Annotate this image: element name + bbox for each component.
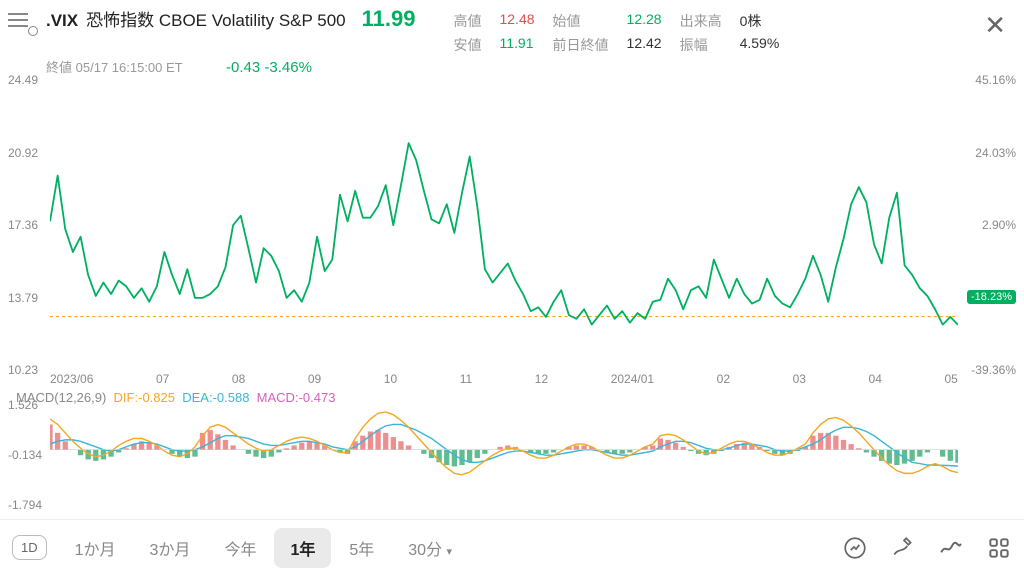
x-tick: 02 [717, 372, 730, 386]
x-tick: 09 [308, 372, 321, 386]
change-abs: -0.43 [226, 59, 260, 76]
footer-toolbar: 1D 1か月3か月今年1年5年30分 ▾ [0, 519, 1024, 575]
macd-value: -0.473 [299, 390, 336, 405]
open-label: 始値 [553, 11, 609, 31]
change-pct: -3.46% [264, 59, 312, 76]
ticker-symbol: .VIX [46, 11, 78, 31]
y-left-tick: 24.49 [8, 73, 38, 87]
x-tick: 10 [384, 372, 397, 386]
y-right-tick: -18.23% [967, 290, 1016, 304]
low-label: 安値 [453, 35, 481, 55]
open-value: 12.28 [627, 11, 662, 31]
range-button-今年[interactable]: 今年 [208, 528, 272, 568]
x-tick: 2024/01 [611, 372, 654, 386]
x-tick: 04 [869, 372, 882, 386]
y-left-tick: 17.36 [8, 218, 38, 232]
macd-y-tick: -1.794 [8, 498, 42, 512]
timestamp-label: 終値 [46, 60, 72, 75]
x-tick: 12 [535, 372, 548, 386]
dea-value: -0.588 [213, 390, 250, 405]
price-chart[interactable]: 24.4920.9217.3613.7910.23 45.16%24.03%2.… [8, 80, 1016, 370]
x-tick: 11 [460, 372, 472, 386]
volume-label: 出来高 [680, 11, 722, 31]
grid-icon[interactable] [986, 535, 1012, 561]
high-value: 12.48 [499, 11, 534, 31]
prevclose-value: 12.42 [627, 35, 662, 55]
close-button[interactable]: ✕ [974, 6, 1016, 45]
x-tick: 08 [232, 372, 245, 386]
y-right-tick: 45.16% [975, 73, 1016, 87]
x-tick: 05 [944, 372, 957, 386]
prevclose-label: 前日終値 [553, 35, 609, 55]
last-price: 11.99 [362, 6, 416, 32]
range-button-30分[interactable]: 30分 ▾ [392, 528, 468, 568]
range-button-3か月[interactable]: 3か月 [134, 528, 207, 568]
chart-style-icon[interactable] [938, 535, 964, 561]
y-right-tick: 2.90% [982, 218, 1016, 232]
interval-1d-button[interactable]: 1D [12, 535, 47, 560]
macd-y-tick: -0.134 [8, 448, 42, 462]
y-right-tick: 24.03% [975, 146, 1016, 160]
y-left-tick: 10.23 [8, 363, 38, 377]
indicator-icon[interactable] [842, 535, 868, 561]
macd-header: MACD(12,26,9) DIF:-0.825 DEA:-0.588 MACD… [0, 386, 1024, 405]
range-button-1か月[interactable]: 1か月 [59, 528, 132, 568]
y-left-tick: 13.79 [8, 291, 38, 305]
range-button-5年[interactable]: 5年 [333, 528, 390, 568]
ticker-name: 恐怖指数 CBOE Volatility S&P 500 [86, 6, 346, 31]
x-tick: 03 [793, 372, 806, 386]
volume-value: 0株 [740, 11, 780, 31]
x-tick: 2023/06 [50, 372, 93, 386]
amplitude-value: 4.59% [740, 35, 780, 55]
x-tick: 07 [156, 372, 169, 386]
macd-y-tick: 1.526 [8, 398, 38, 412]
low-value: 11.91 [499, 35, 534, 55]
y-right-tick: -39.36% [971, 363, 1016, 377]
timestamp: 05/17 16:15:00 ET [76, 60, 183, 75]
draw-icon[interactable] [890, 535, 916, 561]
menu-search-button[interactable] [8, 6, 36, 34]
high-label: 高値 [453, 11, 481, 31]
range-button-1年[interactable]: 1年 [274, 528, 331, 568]
y-left-tick: 20.92 [8, 146, 38, 160]
amplitude-label: 振幅 [680, 35, 722, 55]
dif-value: -0.825 [138, 390, 175, 405]
macd-chart[interactable]: 1.526-0.134-1.794 [8, 405, 1016, 505]
